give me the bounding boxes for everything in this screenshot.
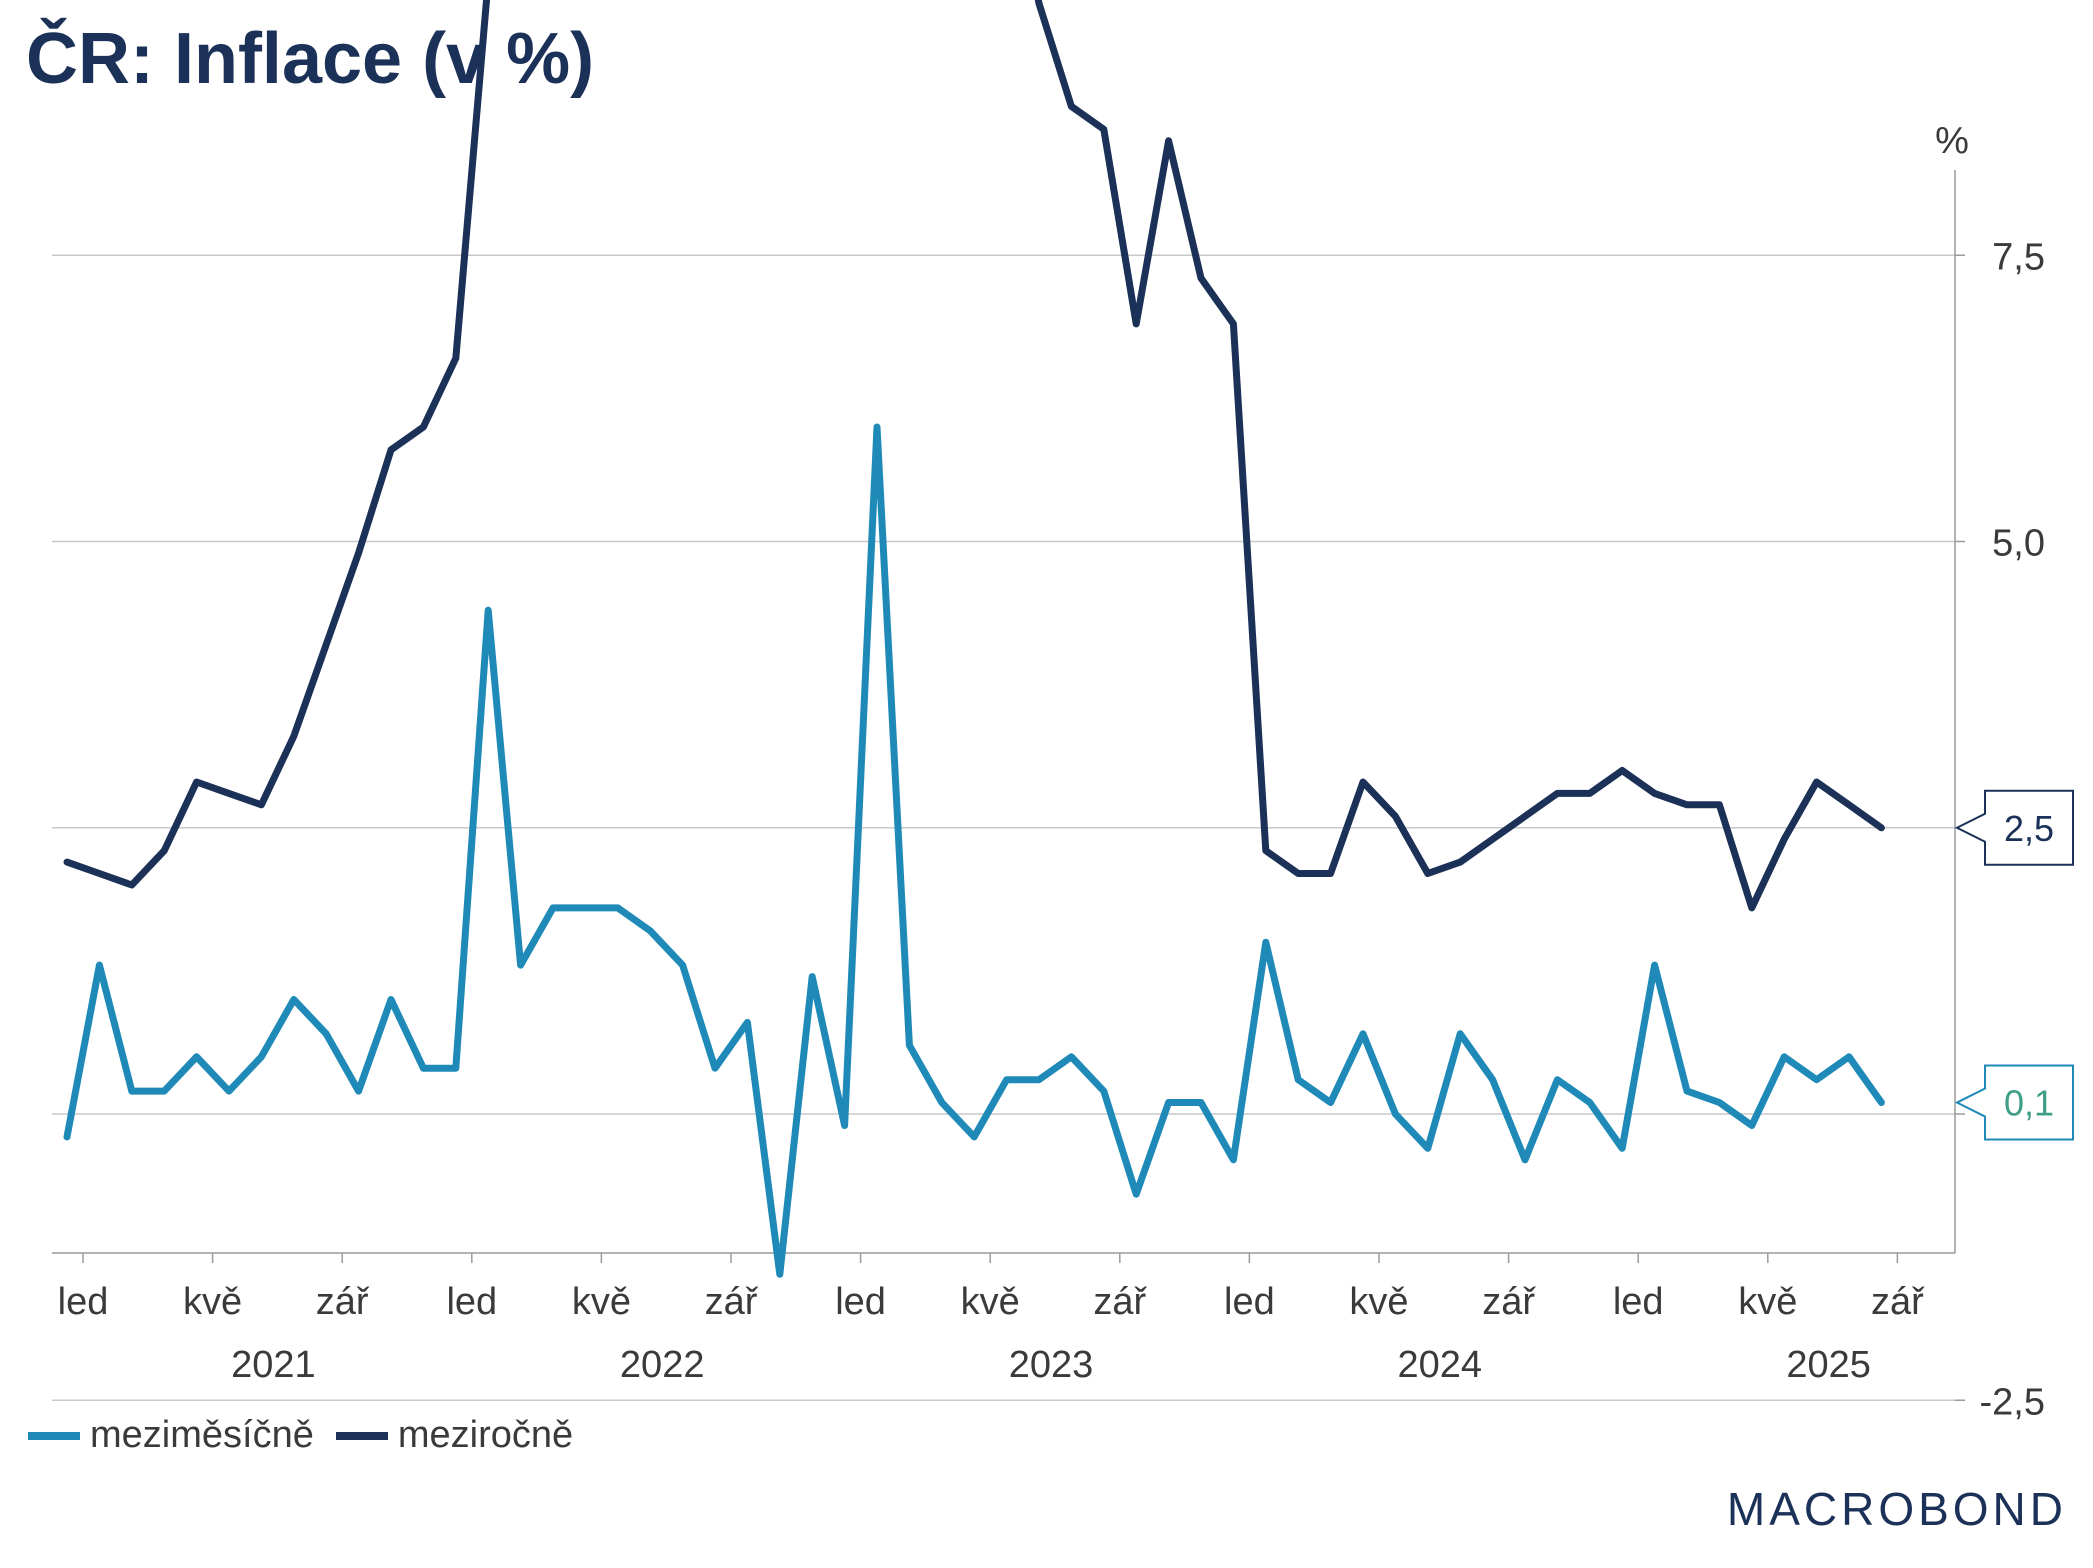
x-tick-label: zář (1482, 1281, 1536, 1323)
x-tick-label: zář (705, 1281, 759, 1323)
y-tick-label: 7,5 (1992, 236, 2045, 278)
value-labels: 2,5 0,1 (1954, 789, 2074, 1141)
series-line-mom (63, 423, 1885, 1278)
legend-swatch-yoy (335, 1431, 388, 1440)
legend-label-yoy: meziročně (397, 1414, 574, 1456)
x-tick-label: kvě (961, 1281, 1020, 1323)
x-tick-label: zář (1871, 1281, 1925, 1323)
x-tick-label: led (58, 1281, 109, 1323)
series-line-yoy (63, 0, 1885, 912)
legend-item-mom[interactable]: meziměsíčně (28, 1414, 314, 1457)
legend-swatch-mom (28, 1431, 80, 1440)
legend-label-mom: meziměsíčně (90, 1414, 314, 1456)
x-year-label: 2022 (620, 1344, 705, 1386)
x-tick-label: kvě (183, 1281, 242, 1323)
x-tick-label: zář (1093, 1281, 1147, 1323)
x-tick-label: kvě (1738, 1281, 1797, 1323)
x-tick-label: zář (316, 1281, 370, 1323)
last-value-mom-box (1954, 1064, 2074, 1141)
x-tick-label: kvě (1349, 1281, 1408, 1323)
macrobond-logo: MACROBOND (1726, 1483, 2067, 1535)
x-tick-label: kvě (572, 1281, 631, 1323)
y-tick-label: -2,5 (1980, 1381, 2045, 1423)
last-value-yoy-box (1954, 789, 2074, 866)
series-lines (63, 0, 1885, 1278)
x-year-label: 2021 (231, 1344, 316, 1386)
grid-lines (52, 254, 1955, 1401)
x-year-label: 2024 (1398, 1344, 1483, 1386)
x-tick-label: led (1613, 1281, 1664, 1323)
axes: -2,52,55,07,510,012,515,017,520,0%ledkvě… (52, 120, 2045, 1423)
x-year-label: 2025 (1786, 1344, 1871, 1386)
legend-item-yoy[interactable]: meziročně (335, 1414, 574, 1457)
y-axis-unit-label: % (1935, 120, 1969, 162)
x-tick-label: led (1224, 1281, 1275, 1323)
last-value-mom-text: 0,1 (2004, 1083, 2054, 1124)
x-tick-label: led (446, 1281, 497, 1323)
last-value-yoy-text: 2,5 (2004, 808, 2054, 849)
chart-title: ČR: Inflace (v %) (26, 19, 595, 99)
y-tick-label: 5,0 (1992, 523, 2045, 565)
x-tick-label: led (835, 1281, 886, 1323)
legend: meziměsíčně meziročně (28, 1414, 595, 1457)
x-year-label: 2023 (1009, 1344, 1094, 1386)
